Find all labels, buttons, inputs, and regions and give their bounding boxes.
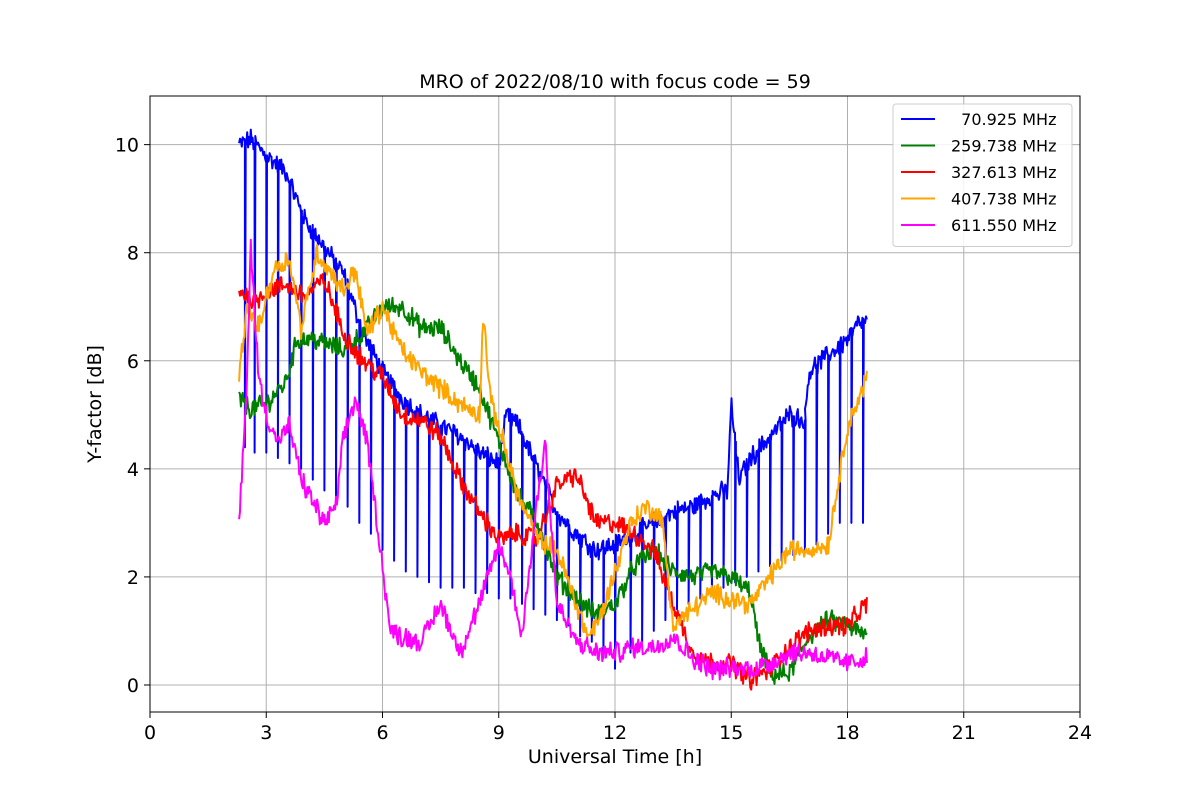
series-line [238, 128, 868, 670]
series-layer [238, 128, 868, 691]
x-tick-label: 15 [719, 722, 743, 744]
x-tick-label: 18 [835, 722, 859, 744]
y-tick-label: 0 [127, 675, 139, 697]
y-tick-label: 10 [115, 135, 139, 157]
y-tick-label: 8 [127, 243, 139, 265]
series-line [238, 296, 868, 685]
x-tick-label: 0 [144, 722, 156, 744]
x-tick-label: 24 [1068, 722, 1092, 744]
x-axis-label: Universal Time [h] [528, 746, 702, 768]
y-axis: 0 2 4 6 8 10 [115, 135, 150, 697]
x-tick-label: 6 [376, 722, 388, 744]
legend: 70.925 MHz 259.738 MHz 327.613 MHz 407.738 … [892, 103, 1073, 247]
legend-box [892, 103, 1073, 247]
legend-label: 327.613 MHz [951, 163, 1056, 182]
x-tick-label: 21 [952, 722, 976, 744]
chart-title: MRO of 2022/08/10 with focus code = 59 [419, 71, 811, 93]
legend-label: 611.550 MHz [951, 216, 1056, 235]
legend-label: 70.925 MHz [951, 110, 1056, 129]
y-tick-label: 6 [127, 351, 139, 373]
x-tick-label: 12 [603, 722, 627, 744]
legend-label: 407.738 MHz [951, 190, 1056, 209]
x-axis: 0 3 6 9 12 15 18 21 24 [144, 712, 1092, 744]
y-tick-label: 4 [127, 459, 139, 481]
x-tick-label: 3 [260, 722, 272, 744]
y-tick-label: 2 [127, 567, 139, 589]
series-line [238, 238, 868, 681]
legend-label: 259.738 MHz [951, 137, 1056, 156]
y-axis-label: Y-factor [dB] [84, 345, 106, 464]
series-line [238, 273, 868, 691]
x-tick-label: 9 [493, 722, 505, 744]
